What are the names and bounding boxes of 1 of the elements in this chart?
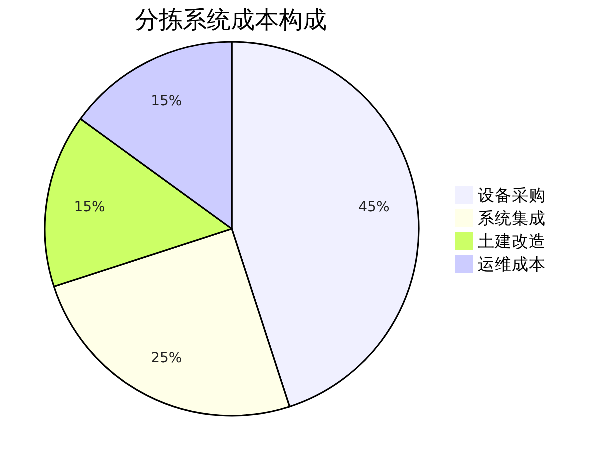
- title: 分拣系统成本构成: [135, 6, 327, 34]
